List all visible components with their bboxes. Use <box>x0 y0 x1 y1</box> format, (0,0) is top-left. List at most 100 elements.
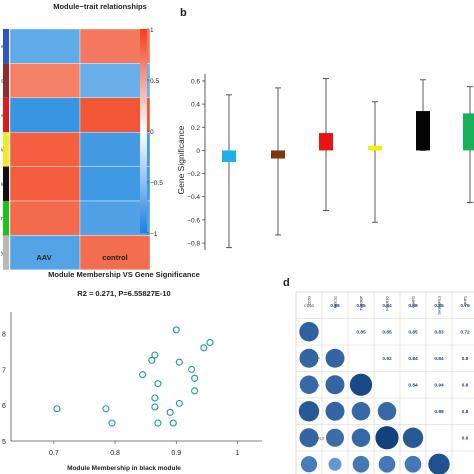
panel-c-ticks: 0.7 0.8 0.9 1 8 7 6 5 <box>2 332 240 458</box>
scatter-point <box>200 344 208 352</box>
y-tick-label: −0.4 <box>187 194 200 201</box>
correlation-circle <box>352 455 370 473</box>
column-gene-label: C3AR1 <box>412 296 416 308</box>
module-color-swatch <box>3 97 9 133</box>
module-color-swatch <box>3 166 9 201</box>
correlation-value: 0.8 <box>462 356 469 362</box>
column-gene-label: TYROBP <box>360 295 364 310</box>
scatter-point <box>175 358 183 366</box>
colorbar-tick-label: 0.5 <box>150 78 159 85</box>
heatmap-cell <box>79 131 151 167</box>
panel-c-scatter: Module Membership VS Gene Significance R… <box>2 270 262 472</box>
gene-significance-bar <box>222 150 236 162</box>
correlation-circle <box>402 427 424 448</box>
correlation-value: 0.84 <box>434 356 444 362</box>
column-gene-label: SH3BGRL3 <box>438 296 442 315</box>
heatmap-cell <box>79 235 151 270</box>
y-tick-label: 0.4 <box>191 102 200 109</box>
row-label: n <box>1 216 4 222</box>
panel-a-module-trait-heatmap: Module−trait relationships e s e v k n y AAV c… <box>1 2 163 270</box>
correlation-circle <box>428 453 450 474</box>
correlation-circle <box>299 428 319 448</box>
module-color-swatch <box>3 29 9 64</box>
row-gene-label: CD53 <box>304 304 314 308</box>
correlation-value: 0.85 <box>382 330 392 336</box>
scatter-point <box>166 408 174 416</box>
gene-significance-bar <box>368 145 382 151</box>
scatter-point <box>102 405 110 413</box>
scatter-point <box>151 351 159 359</box>
correlation-value: 0.86 <box>330 303 340 309</box>
correlation-value: 0.8 <box>462 383 469 389</box>
correlation-circle <box>351 428 371 448</box>
correlation-circle <box>299 322 319 342</box>
correlation-circle <box>349 373 373 396</box>
scatter-point <box>191 374 199 382</box>
correlation-circle <box>351 401 371 421</box>
correlation-value: 0.85 <box>408 330 418 336</box>
panel-a-col-label-aav: AAV <box>36 253 51 262</box>
heatmap-cell <box>9 131 81 167</box>
scatter-point <box>151 403 159 411</box>
correlation-value: 0.8 <box>462 409 469 415</box>
y-tick-label: −0.6 <box>187 217 200 224</box>
colorbar-tick-label: −1 <box>150 231 158 238</box>
correlation-value: 0.84 <box>382 303 392 309</box>
module-color-swatch <box>3 201 9 236</box>
row-label: e <box>1 44 4 50</box>
heatmap-cell <box>9 200 81 236</box>
panel-c-title: Module Membership VS Gene Significance <box>48 270 200 279</box>
panel-a-row-labels: e s e v k n y <box>1 44 4 256</box>
correlation-circle <box>325 428 345 447</box>
panel-b-y-ticks: 0.6 0.4 0.2 0 −0.2 −0.4 −0.6 −0.8 <box>187 78 205 248</box>
scatter-point <box>206 338 214 347</box>
x-tick-label: 1 <box>236 450 240 457</box>
x-tick-label: 0.9 <box>171 450 181 457</box>
correlation-value: 0.88 <box>408 303 418 309</box>
panel-b-bars <box>222 78 474 249</box>
panel-a-colorbar-ticks: 1 0.5 0 −0.5 −1 <box>147 27 163 238</box>
panel-a-colorbar <box>140 29 147 233</box>
heatmap-cell <box>9 28 81 64</box>
y-tick-label: 6 <box>2 403 6 410</box>
heatmap-cell <box>79 97 151 133</box>
module-color-swatch <box>3 132 9 167</box>
correlation-circle <box>325 401 345 421</box>
scatter-point <box>169 419 177 427</box>
colorbar-tick-label: 1 <box>150 27 154 34</box>
colorbar-tick-label: −0.5 <box>150 180 163 187</box>
correlation-circle <box>328 457 342 471</box>
correlation-circle <box>325 375 345 395</box>
column-gene-label: CD53 <box>308 296 312 305</box>
column-gene-label: TRIP1 <box>464 296 468 306</box>
correlation-value: 0.85 <box>356 330 366 336</box>
column-gene-label: FCER1G <box>386 296 390 311</box>
panel-c-xlabel: Module Membership in black module <box>67 465 181 472</box>
correlation-value: 0.88 <box>434 409 444 415</box>
correlation-circle <box>299 375 319 395</box>
scatter-point <box>175 399 183 407</box>
y-tick-label: 7 <box>2 367 6 374</box>
scatter-point <box>151 394 159 402</box>
y-tick-label: −0.8 <box>187 241 200 248</box>
correlation-circle <box>300 456 318 473</box>
scatter-point <box>108 419 116 427</box>
row-label: k <box>1 182 4 188</box>
x-tick-label: 0.7 <box>49 450 59 457</box>
correlation-circle <box>404 455 422 473</box>
heatmap-cell <box>9 97 81 133</box>
panel-d-letter: d <box>283 277 290 289</box>
x-tick-label: 0.8 <box>110 450 120 457</box>
correlation-value: 0.83 <box>434 330 444 336</box>
row-label: s <box>1 79 4 85</box>
panel-a-module-color-strip <box>3 29 9 270</box>
heatmap-cell <box>9 63 81 99</box>
gene-significance-bar <box>319 133 333 151</box>
row-label: e <box>1 113 4 119</box>
correlation-value: 0.85 <box>434 303 444 309</box>
correlation-circle <box>377 401 397 421</box>
scatter-point <box>188 365 196 373</box>
correlation-circle <box>375 426 399 450</box>
heatmap-cell <box>79 63 151 99</box>
